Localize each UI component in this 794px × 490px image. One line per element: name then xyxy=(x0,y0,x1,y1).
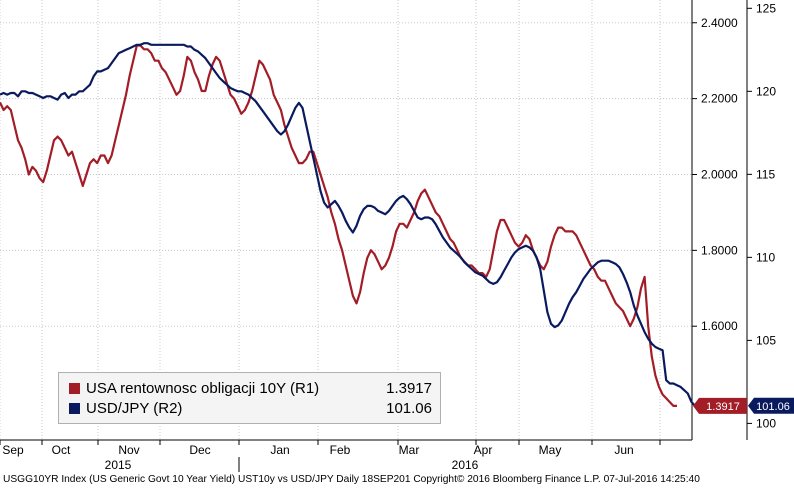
right-axis: 125 120 115 110 105 100 xyxy=(691,0,776,440)
series-lines xyxy=(0,42,696,407)
right-tick-label: 110 xyxy=(756,250,775,264)
year-label: 2015 xyxy=(105,458,132,472)
legend-value-yield: 1.3917 xyxy=(386,379,432,397)
x-tick-label: Apr xyxy=(474,443,493,457)
left-tick-label: 1.6000 xyxy=(701,319,738,333)
legend-entry-usdjpy: USD/JPY (R2) 101.06 xyxy=(69,398,432,418)
x-axis: Sep Oct Nov Dec Jan Feb Mar Apr May Jun 2015 2016 xyxy=(0,439,692,472)
right-tick-label: 105 xyxy=(756,333,776,347)
left-axis: 2.4000 2.2000 2.0000 1.8000 1.6000 xyxy=(692,16,738,333)
x-tick-label: Feb xyxy=(330,443,351,457)
x-tick-label: Mar xyxy=(399,443,420,457)
right-tick-label: 120 xyxy=(756,84,776,98)
last-value-label-usdjpy: 101.06 xyxy=(756,401,790,413)
legend-swatch-yield xyxy=(69,382,80,394)
legend-label-yield: USA rentownosc obligacji 10Y (R1) xyxy=(86,379,320,397)
right-tick-label: 115 xyxy=(756,167,775,181)
x-tick-label: Sep xyxy=(2,443,24,457)
x-tick-label: Oct xyxy=(52,443,71,457)
last-value-marker-yield xyxy=(693,397,747,414)
year-label: 2016 xyxy=(452,458,479,472)
x-tick-label: Jan xyxy=(270,443,289,457)
legend-entry-yield: USA rentownosc obligacji 10Y (R1) 1.3917 xyxy=(69,378,432,398)
right-tick-label: 100 xyxy=(756,416,776,430)
x-tick-label: May xyxy=(539,443,562,457)
legend-value-usdjpy: 101.06 xyxy=(386,399,432,417)
left-tick-label: 1.8000 xyxy=(701,243,738,257)
legend-label-usdjpy: USD/JPY (R2) xyxy=(86,399,183,417)
left-tick-label: 2.4000 xyxy=(701,16,738,30)
x-tick-label: Jun xyxy=(614,443,633,457)
legend-swatch-usdjpy xyxy=(69,402,80,414)
legend: USA rentownosc obligacji 10Y (R1) 1.3917… xyxy=(58,372,441,424)
grid-lines xyxy=(0,0,692,440)
right-tick-label: 125 xyxy=(756,1,776,15)
last-value-label-yield: 1.3917 xyxy=(706,401,740,413)
series-line-usdjpy xyxy=(0,42,696,407)
last-value-markers: 1.3917 101.06 xyxy=(693,397,794,414)
series-line-yield xyxy=(0,44,677,407)
x-tick-label: Dec xyxy=(189,443,210,457)
x-tick-label: Nov xyxy=(118,443,139,457)
left-tick-label: 2.2000 xyxy=(701,92,738,106)
left-tick-label: 2.0000 xyxy=(701,167,738,181)
last-value-marker-usdjpy xyxy=(748,397,794,414)
footer-source: USGG10YR Index (US Generic Govt 10 Year … xyxy=(3,474,700,485)
